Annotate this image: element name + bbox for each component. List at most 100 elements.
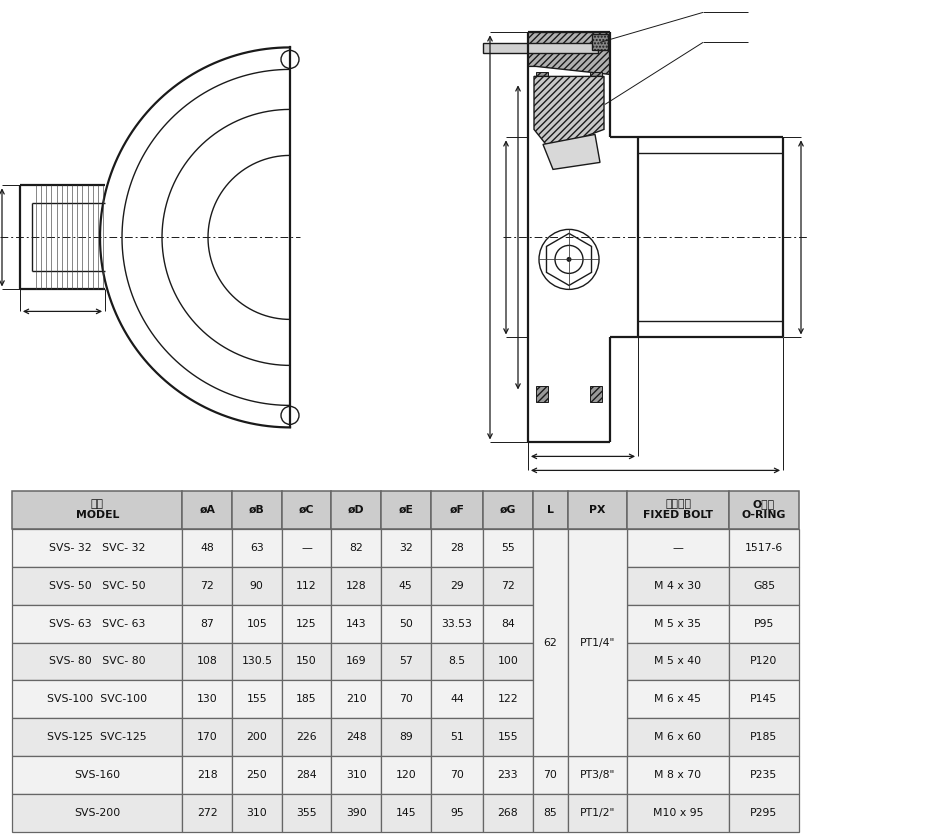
Bar — [232, 491, 281, 528]
Text: 82: 82 — [349, 543, 363, 553]
Text: 268: 268 — [497, 808, 518, 818]
Bar — [182, 756, 232, 795]
Text: 130.5: 130.5 — [242, 657, 272, 666]
Bar — [182, 795, 232, 832]
Bar — [281, 643, 331, 680]
Bar — [729, 528, 800, 567]
Bar — [729, 643, 800, 680]
Bar — [483, 718, 532, 756]
Text: PX: PX — [589, 505, 606, 515]
Bar — [483, 643, 532, 680]
Bar — [628, 491, 729, 528]
Text: P295: P295 — [750, 808, 778, 818]
Text: PT1/4": PT1/4" — [580, 638, 615, 648]
Text: 155: 155 — [497, 732, 518, 743]
Bar — [483, 528, 532, 567]
Text: 248: 248 — [346, 732, 366, 743]
Bar — [430, 756, 483, 795]
Bar — [232, 605, 281, 643]
Text: 固定螺絲
FIXED BOLT: 固定螺絲 FIXED BOLT — [643, 499, 713, 521]
Text: 70: 70 — [543, 770, 557, 780]
Text: SVS-100  SVC-100: SVS-100 SVC-100 — [47, 695, 147, 705]
Polygon shape — [543, 134, 600, 170]
Text: M 4 x 30: M 4 x 30 — [654, 580, 701, 591]
Bar — [331, 718, 381, 756]
Bar — [532, 756, 567, 795]
Text: 33.53: 33.53 — [442, 618, 472, 628]
Text: 70: 70 — [399, 695, 413, 705]
Bar — [628, 718, 729, 756]
Bar — [592, 34, 608, 50]
Text: 32: 32 — [399, 543, 413, 553]
Text: 28: 28 — [450, 543, 464, 553]
Text: M 6 x 45: M 6 x 45 — [654, 695, 701, 705]
Text: P185: P185 — [750, 732, 778, 743]
Bar — [331, 795, 381, 832]
Bar — [381, 795, 430, 832]
Bar — [430, 643, 483, 680]
Text: 108: 108 — [196, 657, 217, 666]
Bar — [430, 795, 483, 832]
Text: 84: 84 — [501, 618, 514, 628]
Text: SVS-125  SVC-125: SVS-125 SVC-125 — [47, 732, 147, 743]
Text: 型式
MODEL: 型式 MODEL — [76, 499, 119, 521]
Bar — [232, 680, 281, 718]
Bar — [381, 605, 430, 643]
Bar — [281, 567, 331, 605]
Bar — [532, 528, 567, 756]
Bar — [729, 680, 800, 718]
Bar — [532, 795, 567, 832]
Text: øD: øD — [347, 505, 364, 515]
Bar — [331, 605, 381, 643]
Bar — [381, 643, 430, 680]
Bar — [430, 567, 483, 605]
Bar — [232, 756, 281, 795]
Bar — [729, 718, 800, 756]
Bar — [729, 567, 800, 605]
Bar — [483, 795, 532, 832]
Bar — [729, 605, 800, 643]
Bar — [628, 680, 729, 718]
Text: 210: 210 — [346, 695, 366, 705]
Text: 85: 85 — [544, 808, 557, 818]
Bar — [12, 795, 182, 832]
Bar — [536, 386, 548, 402]
Text: 55: 55 — [501, 543, 514, 553]
Bar — [381, 528, 430, 567]
Bar — [281, 718, 331, 756]
Bar — [729, 756, 800, 795]
Bar — [628, 605, 729, 643]
Bar — [232, 643, 281, 680]
Text: SVS-200: SVS-200 — [75, 808, 121, 818]
Bar — [12, 491, 182, 528]
Bar — [281, 795, 331, 832]
Bar — [281, 605, 331, 643]
Bar — [483, 756, 532, 795]
Text: øF: øF — [449, 505, 464, 515]
Bar — [567, 528, 628, 756]
Text: 150: 150 — [296, 657, 317, 666]
Text: 310: 310 — [346, 770, 366, 780]
Bar — [567, 491, 628, 528]
Bar — [729, 491, 800, 528]
Bar — [483, 44, 598, 54]
Bar — [182, 528, 232, 567]
Text: 155: 155 — [246, 695, 267, 705]
Text: 355: 355 — [296, 808, 317, 818]
Text: 62: 62 — [544, 638, 557, 648]
Text: øE: øE — [398, 505, 413, 515]
Bar — [628, 795, 729, 832]
Text: 45: 45 — [399, 580, 413, 591]
Text: PT1/2": PT1/2" — [580, 808, 615, 818]
Text: 44: 44 — [450, 695, 464, 705]
Text: P120: P120 — [750, 657, 778, 666]
Bar — [182, 567, 232, 605]
Text: 226: 226 — [296, 732, 317, 743]
Bar — [12, 756, 182, 795]
Text: M 5 x 35: M 5 x 35 — [654, 618, 701, 628]
Text: 200: 200 — [246, 732, 267, 743]
Bar — [430, 528, 483, 567]
Bar — [483, 567, 532, 605]
Bar — [628, 643, 729, 680]
Text: 29: 29 — [450, 580, 464, 591]
